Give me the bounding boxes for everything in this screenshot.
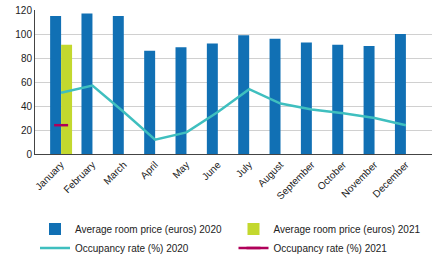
svg-text:100: 100 bbox=[15, 29, 32, 40]
svg-text:February: February bbox=[61, 159, 97, 195]
svg-text:20: 20 bbox=[21, 125, 33, 136]
svg-text:Average room price (euros) 202: Average room price (euros) 2021 bbox=[274, 224, 421, 235]
svg-text:August: August bbox=[256, 159, 286, 189]
svg-text:December: December bbox=[370, 159, 411, 200]
svg-text:Occupancy rate (%) 2020: Occupancy rate (%) 2020 bbox=[75, 243, 189, 254]
svg-text:40: 40 bbox=[21, 101, 33, 112]
svg-text:Average room price (euros) 202: Average room price (euros) 2020 bbox=[75, 224, 222, 235]
svg-text:January: January bbox=[33, 159, 66, 192]
svg-text:80: 80 bbox=[21, 53, 33, 64]
svg-text:July: July bbox=[234, 159, 254, 179]
svg-text:March: March bbox=[101, 159, 128, 186]
svg-text:June: June bbox=[200, 159, 223, 182]
svg-text:April: April bbox=[138, 159, 160, 181]
svg-text:120: 120 bbox=[15, 5, 32, 16]
svg-text:0: 0 bbox=[26, 149, 32, 160]
svg-text:60: 60 bbox=[21, 77, 33, 88]
svg-text:September: September bbox=[274, 159, 317, 202]
svg-text:November: November bbox=[339, 159, 380, 200]
svg-text:Occupancy rate (%) 2021: Occupancy rate (%) 2021 bbox=[274, 243, 388, 254]
svg-text:May: May bbox=[170, 159, 191, 180]
svg-text:October: October bbox=[315, 159, 348, 192]
